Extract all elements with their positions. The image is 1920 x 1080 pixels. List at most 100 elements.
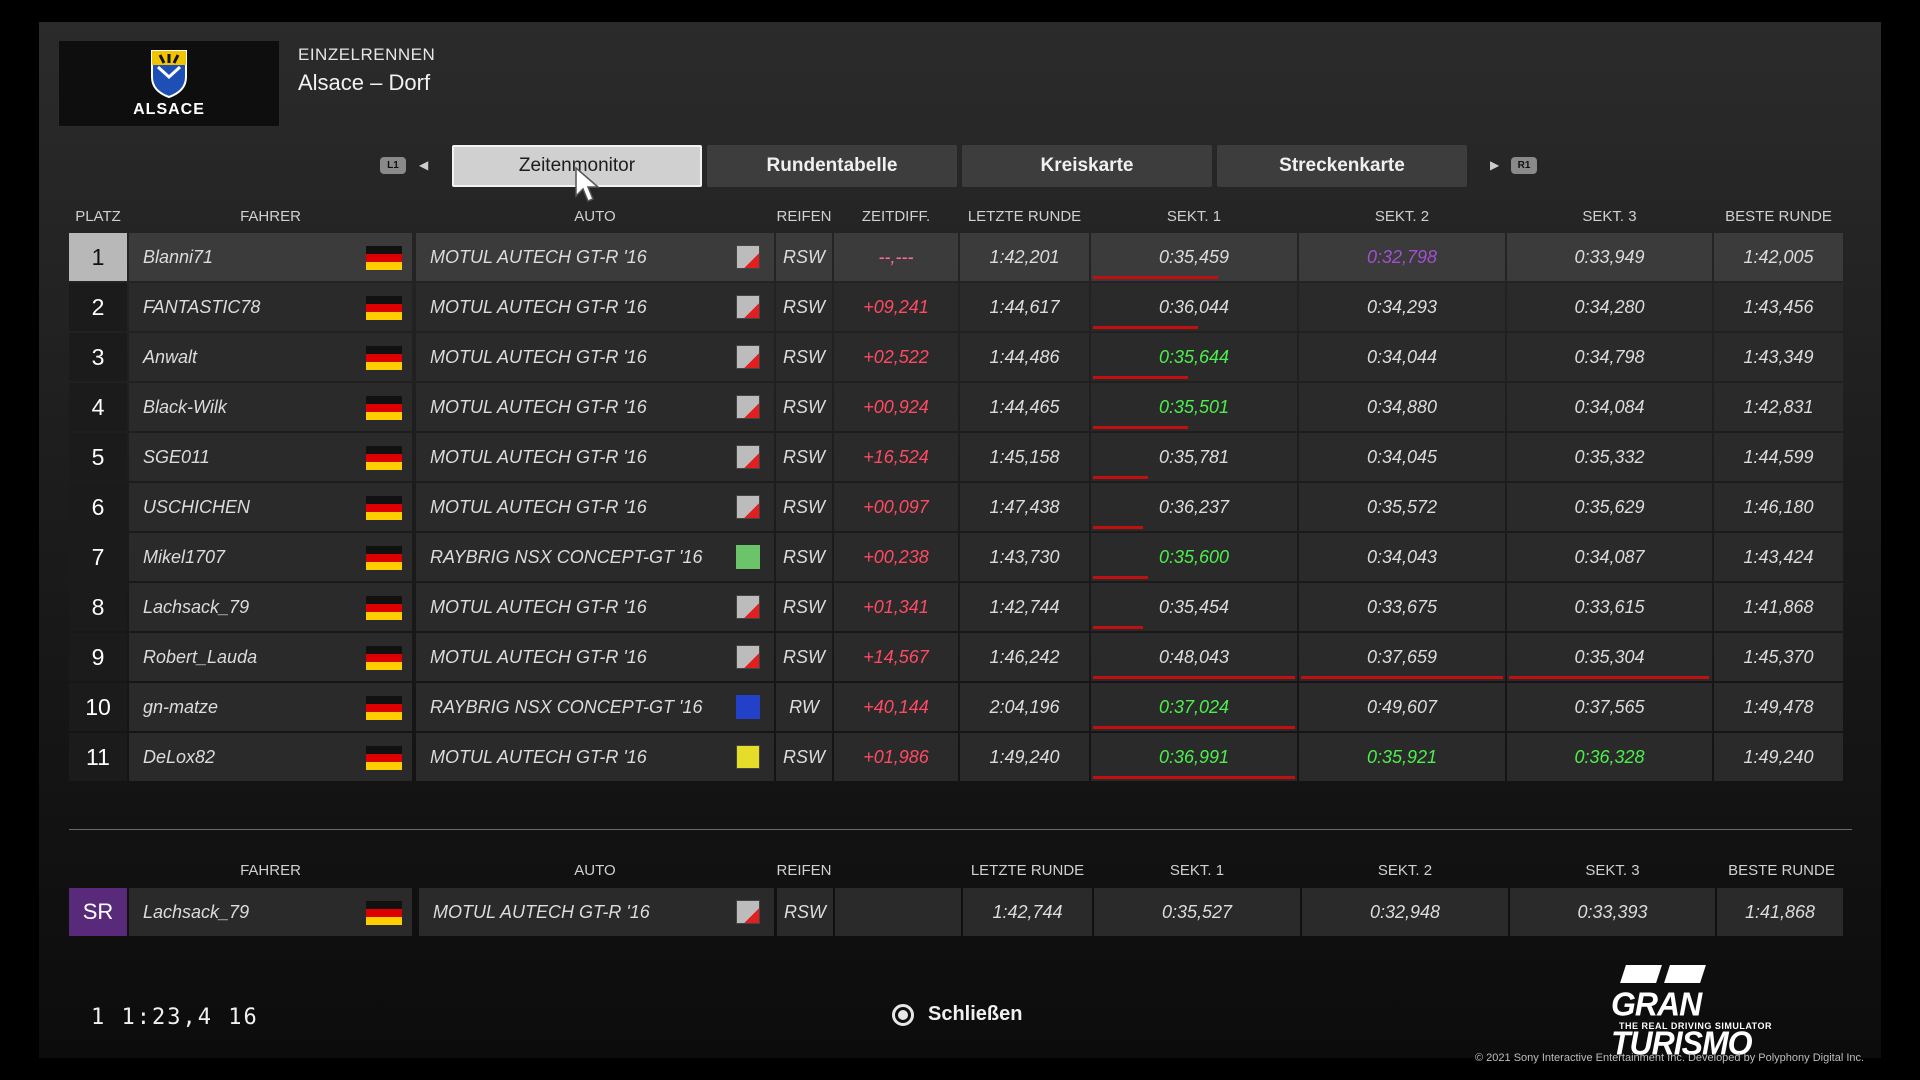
- sector2-cell: 0:34,044: [1299, 333, 1505, 381]
- table-row[interactable]: 4 Black-Wilk MOTUL AUTECH GT-R '16 RSW +00,9…: [69, 383, 1843, 431]
- sr-driver-cell[interactable]: Lachsack_79: [129, 888, 412, 936]
- driver-cell[interactable]: Anwalt: [129, 333, 412, 381]
- table-row[interactable]: 5 SGE011 MOTUL AUTECH GT-R '16 RSW +16,524 1:…: [69, 433, 1843, 481]
- driver-cell[interactable]: FANTASTIC78: [129, 283, 412, 331]
- car-cell: MOTUL AUTECH GT-R '16: [416, 483, 774, 531]
- last-lap-cell: 1:49,240: [960, 733, 1089, 781]
- table-row[interactable]: 2 FANTASTIC78 MOTUL AUTECH GT-R '16 RSW +09,…: [69, 283, 1843, 331]
- driver-cell[interactable]: Lachsack_79: [129, 583, 412, 631]
- table-row[interactable]: 7 Mikel1707 RAYBRIG NSX CONCEPT-GT '16 RSW +…: [69, 533, 1843, 581]
- table-row[interactable]: 8 Lachsack_79 MOTUL AUTECH GT-R '16 RSW +01,…: [69, 583, 1843, 631]
- event-type: EINZELRENNEN: [298, 45, 436, 64]
- sector3-cell: 0:35,304: [1507, 633, 1712, 681]
- car-name: RAYBRIG NSX CONCEPT-GT '16: [430, 697, 703, 717]
- gt-logo-subtitle: THE REAL DRIVING SIMULATOR: [1619, 1021, 1773, 1031]
- table-row[interactable]: 1 Blanni71 MOTUL AUTECH GT-R '16 RSW --,--- 1…: [69, 233, 1843, 281]
- sr-row[interactable]: SR Lachsack_79 MOTUL AUTECH GT-R '16 RSW 1:4…: [69, 888, 1843, 936]
- position-cell: 8: [69, 583, 127, 631]
- col-sekt1: SEKT. 1: [1166, 208, 1222, 225]
- last-lap-cell: 1:42,744: [960, 583, 1089, 631]
- sr-col-letzte-runde: LETZTE RUNDE: [970, 862, 1085, 879]
- table-row[interactable]: 11 DeLox82 MOTUL AUTECH GT-R '16 RSW +01,986…: [69, 733, 1843, 781]
- sector1-progress-bar: [1093, 476, 1148, 479]
- driver-name[interactable]: Lachsack_79: [143, 597, 250, 617]
- driver-name[interactable]: Mikel1707: [143, 547, 226, 567]
- sector3-cell: 0:34,087: [1507, 533, 1712, 581]
- sector1-progress-bar: [1093, 576, 1148, 579]
- last-lap-cell: 1:44,617: [960, 283, 1089, 331]
- driver-name[interactable]: Robert_Lauda: [143, 647, 258, 667]
- sector3-cell: 0:33,949: [1507, 233, 1712, 281]
- sector2-progress-bar: [1301, 676, 1503, 679]
- time-diff-cell: --,---: [834, 233, 958, 281]
- close-button[interactable]: Schließen: [892, 1003, 1022, 1026]
- tire-cell: RSW: [776, 433, 832, 481]
- car-name: MOTUL AUTECH GT-R '16: [430, 447, 647, 467]
- tab-streckenkarte[interactable]: Streckenkarte: [1217, 145, 1467, 187]
- sector1-progress-bar: [1093, 426, 1188, 429]
- best-lap-cell: 1:42,005: [1714, 233, 1843, 281]
- position-cell: 2: [69, 283, 127, 331]
- table-row[interactable]: 6 USCHICHEN MOTUL AUTECH GT-R '16 RSW +00,09…: [69, 483, 1843, 531]
- table-row[interactable]: 3 Anwalt MOTUL AUTECH GT-R '16 RSW +02,522 1:…: [69, 333, 1843, 381]
- driver-cell[interactable]: SGE011: [129, 433, 412, 481]
- sector1-cell: 0:35,781: [1091, 433, 1297, 481]
- time-diff-cell: +00,924: [834, 383, 958, 431]
- track-logo: ALSACE: [58, 40, 280, 127]
- driver-name[interactable]: SGE011: [143, 447, 210, 467]
- driver-cell[interactable]: DeLox82: [129, 733, 412, 781]
- l1-button-icon[interactable]: L1: [380, 157, 406, 174]
- sector2-cell: 0:34,880: [1299, 383, 1505, 431]
- car-cell: MOTUL AUTECH GT-R '16: [416, 283, 774, 331]
- sector3-cell: 0:36,328: [1507, 733, 1712, 781]
- sector1-progress-bar: [1093, 526, 1143, 529]
- car-name: MOTUL AUTECH GT-R '16: [430, 597, 647, 617]
- sector3-cell: 0:35,629: [1507, 483, 1712, 531]
- tire-cell: RSW: [776, 333, 832, 381]
- col-letzte-runde: LETZTE RUNDE: [967, 208, 1082, 225]
- sector1-progress-bar: [1093, 376, 1188, 379]
- circle-button-icon[interactable]: [892, 1003, 914, 1026]
- close-label[interactable]: Schließen: [928, 1003, 1023, 1025]
- last-lap-cell: 1:44,486: [960, 333, 1089, 381]
- r1-button-icon[interactable]: R1: [1511, 157, 1537, 174]
- tab-rundentabelle[interactable]: Rundentabelle: [707, 145, 957, 187]
- table-row[interactable]: 9 Robert_Lauda MOTUL AUTECH GT-R '16 RSW +14…: [69, 633, 1843, 681]
- driver-name[interactable]: DeLox82: [143, 747, 216, 767]
- sr-last-lap-cell: 1:42,744: [963, 888, 1092, 936]
- table-row[interactable]: 10 gn-matze RAYBRIG NSX CONCEPT-GT '16 RW +4…: [69, 683, 1843, 731]
- driver-cell[interactable]: Robert_Lauda: [129, 633, 412, 681]
- car-cell: MOTUL AUTECH GT-R '16: [416, 383, 774, 431]
- driver-name[interactable]: Blanni71: [143, 247, 214, 267]
- driver-cell[interactable]: Black-Wilk: [129, 383, 412, 431]
- sector3-progress-bar: [1509, 676, 1709, 679]
- last-lap-cell: 1:47,438: [960, 483, 1089, 531]
- driver-name[interactable]: Anwalt: [143, 347, 198, 367]
- best-lap-cell: 1:45,370: [1714, 633, 1843, 681]
- car-cell: RAYBRIG NSX CONCEPT-GT '16: [416, 533, 774, 581]
- best-lap-cell: 1:43,456: [1714, 283, 1843, 331]
- driver-cell[interactable]: USCHICHEN: [129, 483, 412, 531]
- tab-kreiskarte[interactable]: Kreiskarte: [962, 145, 1212, 187]
- arrow-left-icon[interactable]: ◀: [419, 158, 429, 172]
- driver-name[interactable]: USCHICHEN: [143, 497, 251, 517]
- arrow-right-icon[interactable]: ▶: [1490, 158, 1500, 172]
- germany-flag-icon: [366, 646, 402, 670]
- driver-name[interactable]: Black-Wilk: [143, 397, 227, 417]
- car-color-swatch-icon: [736, 645, 760, 669]
- time-diff-cell: +01,986: [834, 733, 958, 781]
- tab-zeitenmonitor[interactable]: Zeitenmonitor: [452, 145, 702, 187]
- best-lap-cell: 1:43,424: [1714, 533, 1843, 581]
- driver-cell[interactable]: Mikel1707: [129, 533, 412, 581]
- col-platz: PLATZ: [75, 208, 121, 225]
- car-color-swatch-icon: [736, 695, 760, 719]
- tab-bar: L1 ◀ Zeitenmonitor Rundentabelle Kreiska…: [380, 145, 1540, 187]
- driver-cell[interactable]: Blanni71: [129, 233, 412, 281]
- car-name: MOTUL AUTECH GT-R '16: [430, 397, 647, 417]
- sr-driver-name[interactable]: Lachsack_79: [143, 902, 250, 922]
- germany-flag-icon: [366, 596, 402, 620]
- driver-name[interactable]: FANTASTIC78: [143, 297, 261, 317]
- sector2-cell: 0:32,798: [1299, 233, 1505, 281]
- driver-cell[interactable]: gn-matze: [129, 683, 412, 731]
- driver-name[interactable]: gn-matze: [143, 697, 219, 717]
